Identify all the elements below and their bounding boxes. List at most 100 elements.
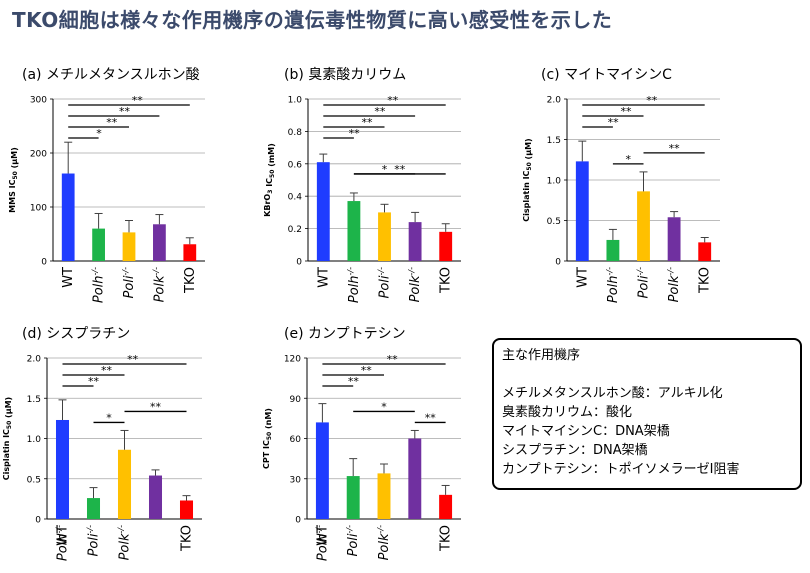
bar-polk — [667, 217, 681, 261]
bar-wt — [575, 161, 589, 261]
category-name: Polh — [315, 533, 330, 561]
y-tick-label: 30 — [290, 475, 302, 485]
y-tick-label: 0.2 — [288, 225, 302, 235]
significance-label: ** — [669, 142, 681, 155]
y-label-main: KBrO — [263, 194, 272, 217]
mechanism-box: 主な作用機序 メチルメタンスルホン酸：アルキル化 臭素酸カリウム：酸化 マイトマ… — [492, 338, 802, 490]
category-label: TKO — [183, 267, 198, 294]
category-genotype: -/- — [407, 267, 416, 276]
y-label-main: Cisplatin IC — [522, 170, 531, 221]
category-label: TKO — [439, 525, 454, 552]
y-label-subscript: 3 — [267, 190, 274, 194]
category-label: Polk-/- — [376, 525, 392, 561]
significance-label: ** — [387, 353, 399, 366]
significance-label: ** — [349, 127, 361, 140]
category-genotype: -/- — [666, 267, 675, 276]
panel-title-d: (d) シスプラチン — [22, 326, 131, 342]
y-axis-label: CPT IC50 (nM) — [262, 408, 273, 469]
y-label-main: CPT IC — [262, 440, 271, 469]
panel-title-a: (a) メチルメタンスルホン酸 — [22, 67, 200, 83]
bar-wt — [316, 162, 330, 261]
panel-title-b: (b) 臭素酸カリウム — [284, 67, 407, 83]
significance-label: ** — [127, 353, 139, 366]
bar-wt — [61, 173, 75, 261]
y-label-main: MMS IC — [8, 179, 17, 212]
category-name: Poli — [637, 275, 652, 298]
category-label: Poli-/- — [121, 267, 137, 299]
category-genotype: -/- — [605, 267, 614, 276]
significance-label: ** — [387, 94, 399, 107]
y-label-subscript: 50 — [269, 170, 276, 178]
y-tick-label: 1.5 — [547, 136, 561, 146]
bar-tko — [439, 231, 453, 261]
category-name: Polk — [118, 533, 133, 560]
y-tick-label: 1.0 — [27, 435, 42, 445]
y-axis-label: MMS IC50 (µM) — [8, 147, 19, 213]
category-genotype: -/- — [377, 267, 386, 276]
significance-label: ** — [101, 364, 113, 377]
mechanism-line: シスプラチン：DNA架橋 — [502, 443, 648, 458]
category-genotype: -/- — [314, 525, 323, 534]
y-tick-label: 0.6 — [288, 160, 303, 170]
category-label: Poli-/- — [377, 267, 393, 299]
category-label: Poli-/- — [345, 525, 361, 557]
significance-label: ** — [119, 105, 131, 118]
category-label: WT — [316, 267, 331, 288]
category-name: TKO — [698, 267, 713, 294]
significance-label: * — [381, 400, 387, 413]
category-label: WT — [56, 525, 71, 546]
y-tick-label: 0 — [41, 258, 47, 268]
category-genotype: -/- — [376, 525, 385, 534]
category-label: Polh-/- — [346, 267, 362, 303]
category-name: Polk — [408, 275, 423, 302]
significance-label: * — [96, 127, 102, 140]
y-label-mid: IC — [265, 178, 274, 190]
category-label: Polk-/- — [117, 525, 133, 561]
bar-tko — [179, 500, 194, 519]
significance-label: ** — [348, 375, 360, 388]
category-name: TKO — [180, 525, 195, 552]
mechanism-line: カンプトテシン：トポイソメラーゼI阻害 — [502, 462, 740, 477]
panel-title-e: (e) カンプトテシン — [284, 326, 406, 342]
y-tick-label: 1.0 — [288, 96, 303, 106]
y-axis-label: Cisplatin IC50 (µM) — [522, 138, 533, 221]
y-label-subscript: 50 — [12, 171, 19, 179]
category-genotype: -/- — [345, 525, 354, 534]
category-name: TKO — [439, 267, 454, 294]
mechanism-heading: 主な作用機序 — [502, 348, 581, 363]
y-tick-label: 60 — [290, 435, 302, 445]
significance-label: ** — [361, 364, 373, 377]
panel-title-c: (c) マイトマイシンC — [541, 67, 672, 83]
y-tick-label: 200 — [30, 150, 47, 160]
bar-polk — [153, 224, 166, 261]
y-tick-label: 120 — [284, 355, 301, 365]
category-label: WT — [575, 267, 590, 288]
category-name: TKO — [183, 267, 198, 294]
y-axis-label: KBrO3 IC50 (mM) — [263, 143, 276, 217]
significance-label: ** — [106, 116, 118, 129]
bar-polh — [347, 201, 361, 261]
category-label: WT — [315, 525, 330, 546]
significance-label: * — [625, 153, 631, 166]
bar-polh — [346, 476, 360, 519]
y-label-subscript: 50 — [266, 432, 273, 440]
category-name: Polh — [92, 275, 107, 303]
category-name: Poli — [122, 275, 137, 298]
y-tick-label: 0 — [35, 516, 41, 526]
significance-label: * — [106, 411, 112, 424]
bar-poli — [117, 449, 132, 519]
category-label: WT — [61, 267, 76, 288]
significance-label: ** — [394, 163, 406, 176]
bar-poli — [378, 212, 391, 261]
y-tick-label: 0.5 — [27, 475, 41, 485]
significance-label: ** — [608, 116, 620, 129]
y-tick-label: 0.4 — [288, 193, 303, 203]
mechanism-line: 臭素酸カリウム：酸化 — [502, 405, 633, 420]
category-name: Polh — [56, 533, 71, 561]
category-genotype: -/- — [91, 267, 100, 276]
y-tick-label: 0 — [555, 258, 561, 268]
